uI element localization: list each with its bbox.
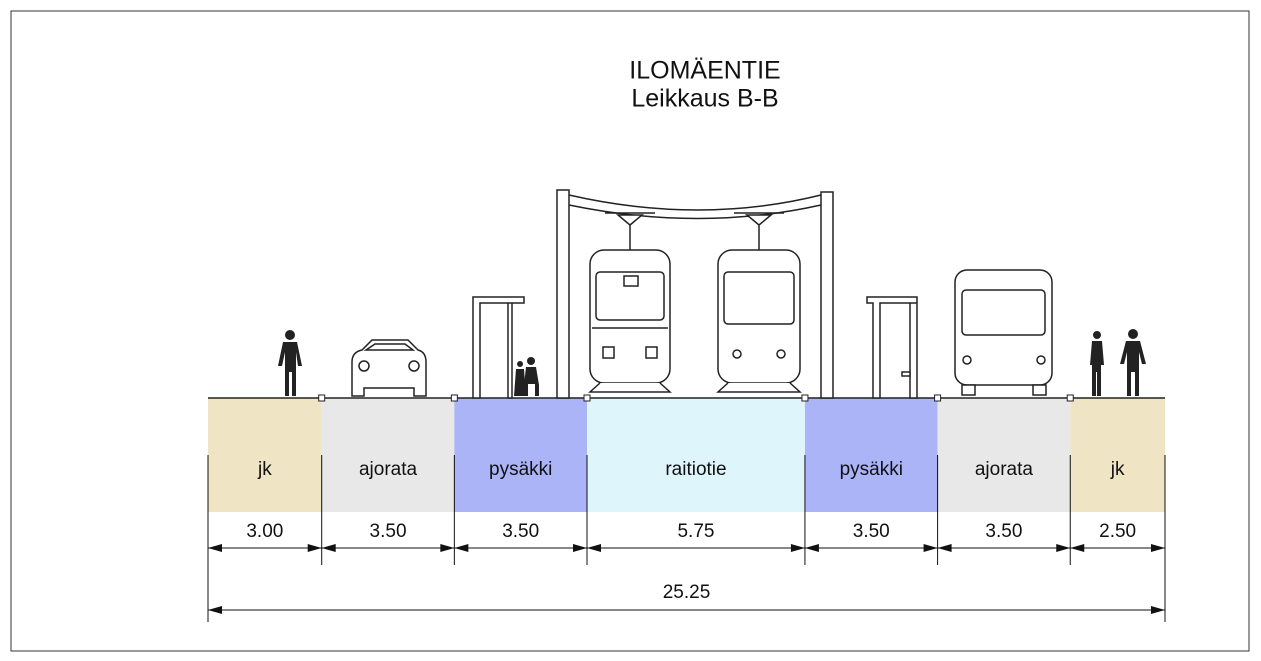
dim-label: 3.00	[246, 521, 283, 542]
lane	[1070, 398, 1165, 512]
dim-label: 5.75	[677, 521, 714, 542]
arrow	[804, 544, 819, 552]
arrow	[1070, 544, 1085, 552]
title: ILOMÄENTIE	[629, 57, 780, 85]
arrow	[1151, 606, 1165, 614]
lane-label: pysäkki	[489, 459, 552, 480]
arrow	[454, 544, 469, 552]
curb	[583, 394, 591, 402]
lane-label: raitiotie	[665, 459, 726, 480]
arrow	[937, 544, 952, 552]
arrow	[208, 544, 222, 552]
arrow	[208, 606, 222, 614]
lane-label: ajorata	[975, 459, 1034, 480]
arrow	[587, 544, 602, 552]
curb	[934, 394, 942, 402]
dimensions: 3.00 3.50 3.50 5.75 3.50 3.50 2.50 25.25	[207, 455, 1166, 622]
lane	[587, 398, 805, 512]
illustrations	[278, 189, 1146, 399]
lane	[208, 398, 322, 512]
arrow	[321, 544, 336, 552]
lane-label: jk	[257, 459, 272, 480]
lane	[321, 398, 455, 512]
dim-label: 3.50	[502, 521, 539, 542]
curb	[318, 394, 326, 402]
dim-label: 3.50	[370, 521, 407, 542]
lane	[937, 398, 1071, 512]
subtitle: Leikkaus B-B	[631, 85, 778, 113]
dim-label: 2.50	[1099, 521, 1136, 542]
arrow	[1151, 544, 1165, 552]
arrow	[790, 544, 805, 552]
lane	[804, 398, 938, 512]
total-label: 25.25	[663, 582, 711, 603]
curb	[1066, 394, 1074, 402]
arrow	[307, 544, 322, 552]
lane-label: pysäkki	[840, 459, 903, 480]
arrow	[440, 544, 455, 552]
arrow	[1056, 544, 1071, 552]
dim-label: 3.50	[853, 521, 890, 542]
curb	[450, 394, 458, 402]
arrow	[573, 544, 588, 552]
curb	[801, 394, 809, 402]
arrow	[923, 544, 938, 552]
dim-label: 3.50	[985, 521, 1022, 542]
lane-label: ajorata	[359, 459, 418, 480]
lanes: jk ajorata pysäkki raitiotie pysäkki ajorata j…	[208, 394, 1165, 512]
lane-label: jk	[1110, 459, 1125, 480]
lane	[454, 398, 588, 512]
